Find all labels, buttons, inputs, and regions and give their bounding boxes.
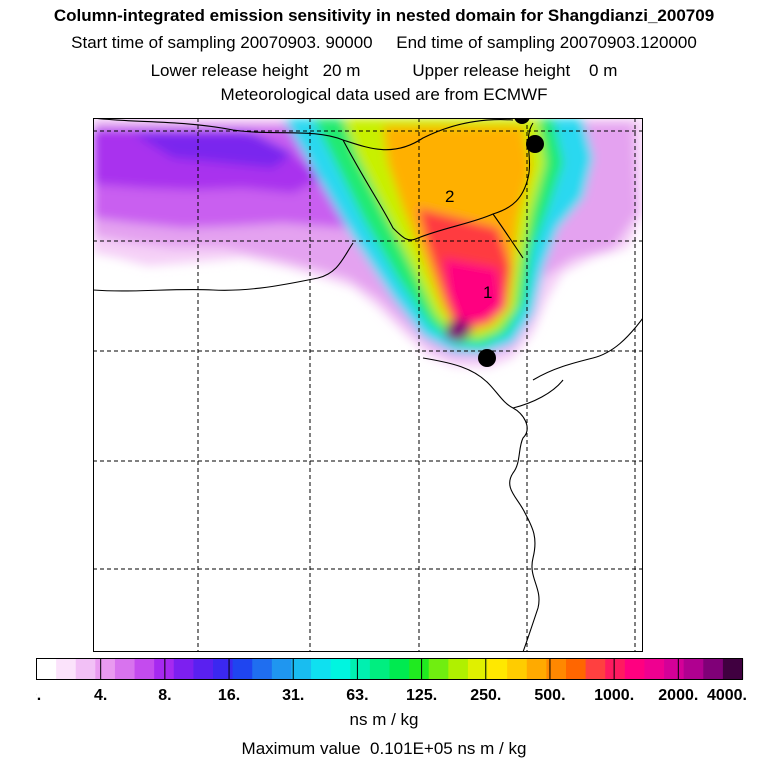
lower-release-label: Lower release height 20 m	[150, 61, 361, 80]
colorbar-unit: ns m / kg	[349, 710, 419, 729]
release-point-marker	[478, 349, 496, 367]
colorbar-cell	[428, 658, 449, 680]
colorbar-tick-label: 31.	[282, 687, 304, 704]
lat-lon-grid	[93, 118, 643, 652]
colorbar-cell	[467, 658, 489, 680]
colorbar-cell	[448, 658, 469, 680]
upper-release-label: Upper release height 0 m	[412, 61, 618, 80]
colorbar-cell	[252, 658, 273, 680]
sensitivity-map: 2 1	[93, 118, 643, 652]
colorbar: 0. 4. 8. 16. 31. 63. 125. 250. 500. 1000. 2000. 400…	[36, 658, 747, 704]
colorbar-cell	[193, 658, 214, 680]
colorbar-ticks: 0. 4. 8. 16. 31. 63. 125. 250. 500. 1000. 2000. 400…	[36, 658, 747, 704]
colorbar-cell	[409, 658, 430, 680]
start-time-label: Start time of sampling 20070903. 90000	[71, 33, 373, 52]
colorbar-cell	[232, 658, 253, 680]
coastlines	[93, 118, 643, 652]
colorbar-tick-label: 4.	[94, 687, 107, 704]
colorbar-cell	[154, 658, 175, 680]
release-point-marker	[514, 118, 530, 124]
colorbar-cell	[95, 658, 116, 680]
map-title: Column-integrated emission sensitivity i…	[53, 6, 715, 25]
maximum-value-label: Maximum value 0.101E+05 ns m / kg	[241, 739, 527, 758]
colorbar-cell	[291, 658, 312, 680]
trajectory-label-2: 2	[445, 187, 454, 206]
colorbar-cell	[487, 658, 508, 680]
colorbar-cell	[585, 658, 606, 680]
colorbar-tick-label: 1000.	[594, 687, 634, 704]
end-time-label: End time of sampling 20070903.120000	[396, 33, 697, 52]
release-point-marker	[526, 135, 544, 153]
colorbar-cell	[134, 658, 155, 680]
colorbar-cell	[369, 658, 391, 680]
colorbar-cell	[389, 658, 410, 680]
colorbar-cell	[56, 658, 77, 680]
colorbar-cell	[114, 658, 136, 680]
colorbar-tick-label: 125.	[406, 687, 437, 704]
colorbar-tick-label: 4000.	[707, 687, 747, 704]
trajectory-label-1: 1	[483, 283, 492, 302]
colorbar-cells	[36, 658, 744, 680]
colorbar-tick-label: 2000.	[658, 687, 698, 704]
sensitivity-field: 2 1	[93, 118, 643, 652]
colorbar-tick-label: 63.	[346, 687, 368, 704]
colorbar-cell	[683, 658, 704, 680]
colorbar-cell	[703, 658, 724, 680]
colorbar-tick-label: 500.	[534, 687, 565, 704]
colorbar-cell	[330, 658, 351, 680]
colorbar-cell	[350, 658, 371, 680]
met-data-label: Meteorological data used are from ECMWF	[220, 85, 548, 104]
colorbar-cell	[311, 658, 332, 680]
colorbar-cell	[644, 658, 665, 680]
colorbar-cell	[271, 658, 293, 680]
colorbar-tick-label: 16.	[218, 687, 240, 704]
colorbar-cell	[624, 658, 646, 680]
colorbar-cell	[213, 658, 234, 680]
colorbar-cell	[507, 658, 528, 680]
colorbar-tick-label: 8.	[158, 687, 171, 704]
release-heights: Lower release height 20 m Upper release …	[0, 61, 768, 81]
colorbar-tick-label: 0.	[36, 687, 41, 704]
colorbar-cell	[75, 658, 96, 680]
colorbar-cell	[566, 658, 587, 680]
colorbar-cell	[526, 658, 547, 680]
colorbar-tick-label: 250.	[470, 687, 501, 704]
colorbar-cell	[664, 658, 685, 680]
colorbar-cell	[722, 658, 744, 680]
colorbar-cell	[605, 658, 626, 680]
colorbar-cell	[36, 658, 57, 680]
colorbar-cell	[173, 658, 194, 680]
colorbar-cell	[546, 658, 567, 680]
sampling-times: Start time of sampling 20070903. 90000 E…	[0, 33, 768, 53]
